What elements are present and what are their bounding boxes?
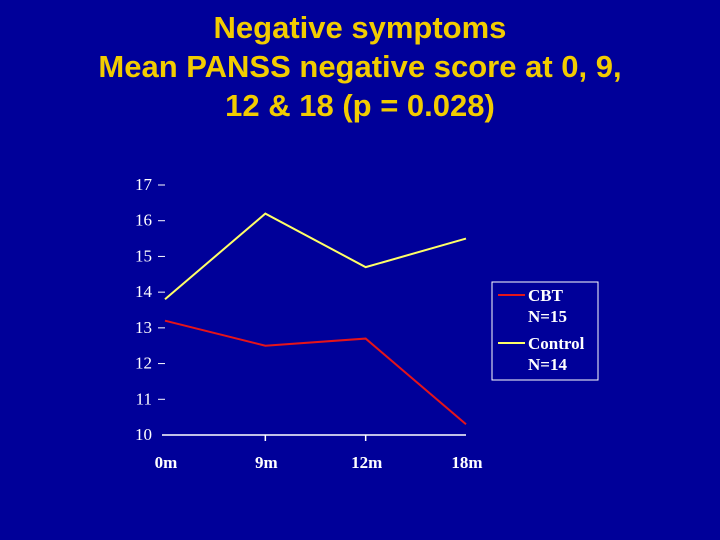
x-tick-label: 18m [451,453,482,472]
title-line-2: Mean PANSS negative score at 0, 9, [98,49,622,84]
title-line-1: Negative symptoms [213,10,507,45]
y-tick-label: 15 [135,246,152,265]
x-tick-label: 9m [255,453,278,472]
y-tick-label: 17 [135,175,153,194]
y-axis: 10 11 12 13 14 15 16 17 [135,175,165,444]
y-tick-label: 12 [135,354,152,373]
legend: CBT N=15 Control N=14 [491,281,599,381]
legend-box [491,281,599,381]
legend-label-cbt: N=15 [528,307,567,326]
y-tick-label: 13 [135,318,152,337]
legend-label-control: Control [528,334,585,353]
y-tick-label: 10 [135,425,152,444]
slide-title: Negative symptoms Mean PANSS negative sc… [0,8,720,125]
series-line-control [164,212,467,301]
series-line-cbt [164,319,467,426]
x-axis: 0m 9m 12m 18m [155,434,483,472]
y-tick-label: 16 [135,211,152,230]
series-layer [164,212,467,426]
legend-label-cbt: CBT [528,286,564,305]
y-tick-label: 14 [135,282,153,301]
x-tick-label: 0m [155,453,178,472]
y-tick-label: 11 [136,389,152,408]
x-tick-label: 12m [351,453,382,472]
legend-label-control: N=14 [528,355,567,374]
title-line-3: 12 & 18 (p = 0.028) [225,88,495,123]
